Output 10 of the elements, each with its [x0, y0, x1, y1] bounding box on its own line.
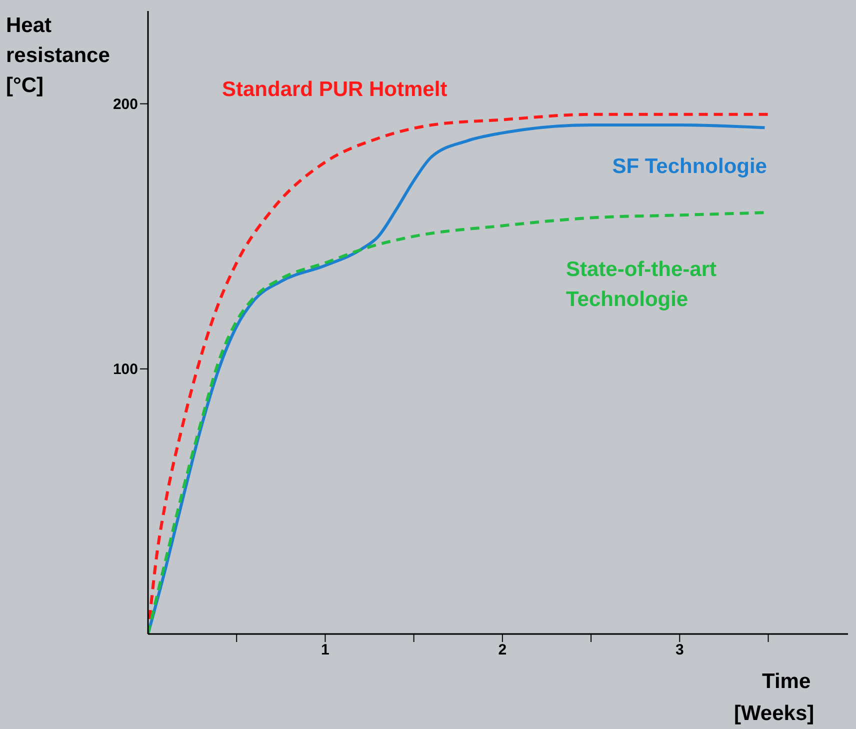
y-axis-title: Heat resistance [°C]	[6, 14, 110, 97]
x-tick-label: 2	[498, 642, 507, 659]
x-axis-title: Time [Weeks]	[734, 670, 814, 725]
series-label: SF Technologie	[612, 155, 767, 178]
x-tick-label: 3	[675, 642, 684, 659]
y-tick-label: 200	[112, 96, 138, 114]
series-label: State-of-the-art Technologie	[566, 258, 717, 311]
x-tick-label: 1	[321, 642, 330, 659]
series-label: Standard PUR Hotmelt	[222, 78, 448, 101]
y-tick-label: 100	[112, 361, 138, 378]
